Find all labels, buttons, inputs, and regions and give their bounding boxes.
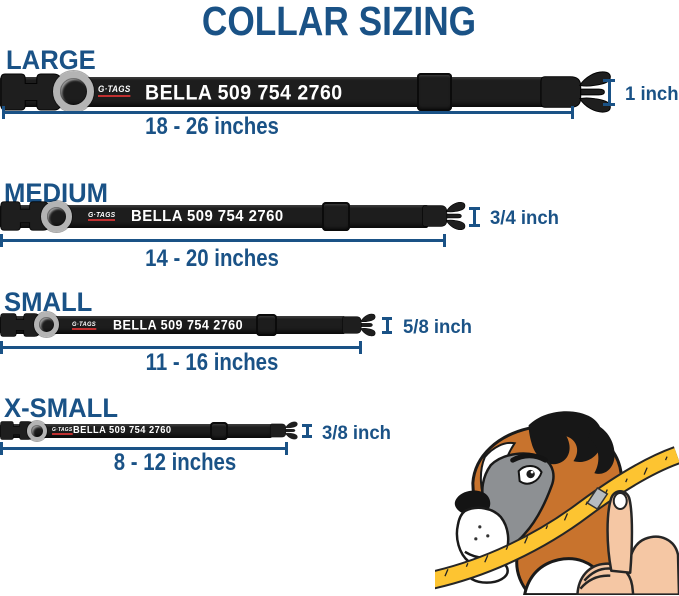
d-ring-icon bbox=[27, 421, 47, 441]
dog-measuring-illustration bbox=[435, 411, 679, 595]
dog-eye-glint bbox=[530, 470, 534, 474]
width-value: 3/4 inch bbox=[490, 207, 559, 229]
personalized-name-text: BELLA 509 754 2760 bbox=[131, 208, 284, 225]
personalized-name-text: BELLA 509 754 2760 bbox=[113, 317, 244, 333]
size-label: SMALL bbox=[4, 287, 93, 317]
knuckle-line bbox=[579, 574, 611, 590]
d-ring-icon bbox=[41, 201, 72, 232]
length-range: 8 - 12 inches bbox=[113, 449, 237, 476]
width-measure-icon bbox=[302, 424, 312, 438]
human-hand bbox=[576, 490, 679, 595]
brand-logo: G·TAGS bbox=[98, 84, 131, 97]
personalized-name-text: BELLA 509 754 2760 bbox=[145, 81, 343, 105]
width-measure-icon bbox=[382, 317, 392, 334]
width-value: 5/8 inch bbox=[403, 316, 472, 338]
dog-ear-icon bbox=[528, 411, 603, 465]
length-measure-line bbox=[0, 234, 446, 247]
muzzle-spot bbox=[486, 534, 490, 538]
brand-logo: G·TAGS bbox=[52, 427, 73, 436]
hand-wrist bbox=[627, 535, 679, 595]
collar-slider bbox=[256, 314, 277, 336]
length-measure-line bbox=[2, 106, 574, 119]
width-measure-icon bbox=[469, 207, 480, 227]
length-range: 14 - 20 inches bbox=[145, 245, 279, 272]
collar-strap bbox=[0, 205, 428, 228]
d-ring-icon bbox=[53, 71, 94, 112]
buckle-male-icon bbox=[270, 421, 298, 440]
width-value: 3/8 inch bbox=[322, 422, 391, 444]
tape-clip bbox=[586, 487, 609, 510]
width-measure-icon bbox=[603, 79, 615, 106]
length-measure-line bbox=[0, 341, 362, 354]
dog-pupil bbox=[526, 469, 535, 479]
personalized-name-text: BELLA 509 754 2760 bbox=[73, 425, 172, 436]
muzzle-spot bbox=[478, 525, 482, 529]
collar-slider bbox=[210, 422, 228, 440]
fingernail bbox=[612, 492, 628, 510]
size-label: X-SMALL bbox=[4, 393, 118, 423]
size-label: LARGE bbox=[6, 45, 96, 75]
length-range: 11 - 16 inches bbox=[145, 349, 279, 376]
brand-logo: G·TAGS bbox=[88, 210, 116, 222]
length-measure-line bbox=[0, 442, 288, 455]
buckle-male-icon bbox=[342, 313, 376, 337]
brand-logo: G·TAGS bbox=[72, 321, 96, 331]
width-value: 1 inch bbox=[625, 83, 679, 105]
page-title: COLLAR SIZING bbox=[201, 0, 477, 44]
buckle-male-icon bbox=[422, 201, 466, 231]
dog-ear-back bbox=[588, 423, 615, 474]
length-range: 18 - 26 inches bbox=[145, 113, 279, 140]
index-finger bbox=[606, 490, 634, 574]
muzzle-spot bbox=[474, 537, 478, 541]
collar-slider bbox=[322, 202, 350, 231]
d-ring-icon bbox=[34, 312, 59, 337]
dog-brow bbox=[510, 453, 549, 463]
collar-slider bbox=[417, 73, 452, 111]
